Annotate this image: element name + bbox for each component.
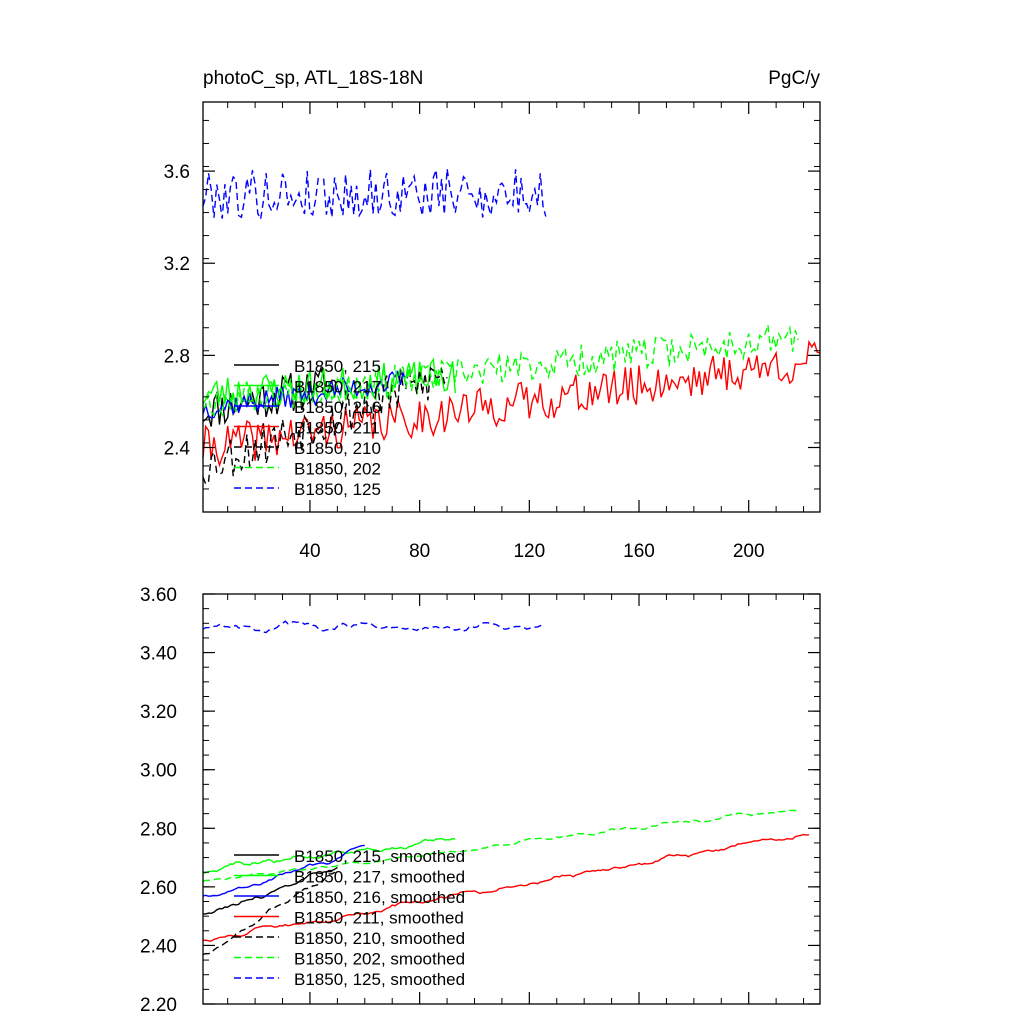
y-tick-label: 2.20: [140, 995, 177, 1016]
series-line: [202, 365, 339, 427]
series-line: [202, 844, 365, 897]
legend-label: B1850, 217: [294, 378, 381, 397]
legend-label: B1850, 216: [294, 398, 381, 417]
legend-label: B1850, 202, smoothed: [294, 950, 465, 969]
x-axis: 40 80 120 160 200: [227, 102, 805, 562]
panel-smoothed: 2.20 2.40 2.60 2.80 3.00 3.20 3.40 3.60 B1850, …: [140, 585, 821, 1016]
series-line: [202, 809, 799, 882]
legend-label: B1850, 125, smoothed: [294, 970, 465, 989]
y-tick-label: 3.60: [140, 585, 177, 606]
legend-label: B1850, 210: [294, 439, 381, 458]
series-line: [202, 620, 544, 634]
series-line: [202, 868, 338, 956]
legend-label: B1850, 215: [294, 357, 381, 376]
legend-label: B1850, 211: [294, 419, 380, 438]
legend-label: B1850, 125: [294, 480, 381, 499]
y-axis: 2.4 2.8 3.2 3.6: [164, 119, 820, 513]
series-line: [202, 324, 799, 418]
y-tick-label: 3.20: [140, 702, 177, 723]
y-tick-label: 3.6: [164, 162, 190, 183]
plot-area: [202, 168, 821, 486]
y-tick-label: 2.4: [164, 439, 191, 460]
plot-area: [202, 620, 810, 956]
legend-label: B1850, 217, smoothed: [294, 868, 465, 887]
legend-label: B1850, 211, smoothed: [294, 909, 464, 928]
y-tick-label: 2.60: [140, 878, 177, 899]
y-tick-label: 3.40: [140, 644, 177, 665]
y-tick-label: 3.00: [140, 761, 177, 782]
y-tick-label: 2.80: [140, 819, 177, 840]
x-tick-label: 160: [623, 541, 655, 562]
plot-frame: [202, 101, 821, 513]
panel-title-left: photoC_sp, ATL_18S-18N: [203, 68, 423, 89]
series-line: [202, 866, 338, 915]
legend-label: B1850, 216, smoothed: [294, 888, 465, 907]
y-tick-label: 3.2: [164, 254, 190, 275]
panel-raw: photoC_sp, ATL_18S-18N PgC/y 2.4 2.8 3.2 3.…: [164, 68, 821, 562]
x-tick-label: 40: [299, 541, 320, 562]
legend: B1850, 215, smoothed B1850, 217, smoothed…: [234, 847, 465, 989]
x-tick-label: 200: [733, 541, 765, 562]
panel-title-right: PgC/y: [768, 68, 820, 89]
series-line: [202, 833, 810, 942]
y-tick-label: 2.40: [140, 936, 177, 957]
x-tick-label: 120: [513, 541, 545, 562]
series-line: [202, 837, 456, 874]
y-tick-label: 2.8: [164, 346, 190, 367]
x-tick-label: 80: [409, 541, 430, 562]
legend-label: B1850, 202: [294, 460, 381, 479]
series-line: [202, 168, 547, 222]
x-axis: [227, 594, 805, 1004]
y-axis: 2.20 2.40 2.60 2.80 3.00 3.20 3.40 3.60: [140, 585, 820, 1016]
legend-label: B1850, 215, smoothed: [294, 847, 465, 866]
legend-label: B1850, 210, smoothed: [294, 929, 465, 948]
